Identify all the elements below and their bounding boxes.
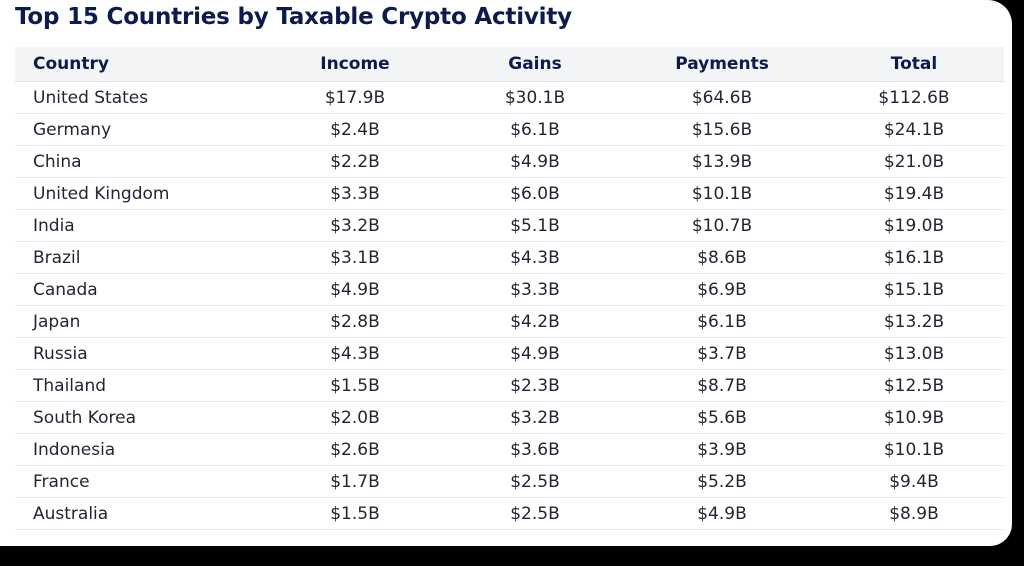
header-row: Country Income Gains Payments Total xyxy=(15,47,1004,82)
table: Country Income Gains Payments Total United St… xyxy=(15,47,1004,530)
value-cell: $4.3B xyxy=(330,343,380,364)
table-row: Canada $4.9B $3.3B $6.9B $15.1B xyxy=(15,274,1004,306)
value-cell: $13.2B xyxy=(883,311,945,332)
value-cell: $4.9B xyxy=(330,279,380,300)
value-cell: $8.7B xyxy=(697,375,747,396)
value-cell: $10.9B xyxy=(883,407,945,428)
country-cell: South Korea xyxy=(33,407,137,428)
table-row: Brazil $3.1B $4.3B $8.6B $16.1B xyxy=(15,242,1004,274)
country-cell: United States xyxy=(33,87,149,108)
value-cell: $6.1B xyxy=(697,311,747,332)
value-cell: $1.5B xyxy=(330,375,380,396)
value-cell: $5.1B xyxy=(510,215,560,236)
value-cell: $9.4B xyxy=(889,471,939,492)
value-cell: $6.9B xyxy=(697,279,747,300)
table-row: South Korea $2.0B $3.2B $5.6B $10.9B xyxy=(15,402,1004,434)
column-header: Gains xyxy=(508,54,562,74)
column-header: Total xyxy=(890,54,938,74)
value-cell: $30.1B xyxy=(504,87,566,108)
country-cell: Germany xyxy=(33,119,112,140)
value-cell: $5.2B xyxy=(697,471,747,492)
value-cell: $13.9B xyxy=(691,151,753,172)
value-cell: $112.6B xyxy=(878,87,950,108)
table-row: India $3.2B $5.1B $10.7B $19.0B xyxy=(15,210,1004,242)
country-cell: United Kingdom xyxy=(33,183,170,204)
table-row: Australia $1.5B $2.5B $4.9B $8.9B xyxy=(15,498,1004,530)
column-header: Income xyxy=(320,54,390,74)
table-row: Russia $4.3B $4.9B $3.7B $13.0B xyxy=(15,338,1004,370)
value-cell: $1.7B xyxy=(330,471,380,492)
value-cell: $12.5B xyxy=(883,375,945,396)
value-cell: $3.7B xyxy=(697,343,747,364)
card: Top 15 Countries by Taxable Crypto Activ… xyxy=(0,0,1012,546)
value-cell: $2.6B xyxy=(330,439,380,460)
value-cell: $21.0B xyxy=(883,151,945,172)
value-cell: $3.2B xyxy=(330,215,380,236)
value-cell: $3.2B xyxy=(510,407,560,428)
column-header: Payments xyxy=(675,54,769,74)
table-row: United States $17.9B $30.1B $64.6B $112.6B xyxy=(15,82,1004,114)
country-cell: Indonesia xyxy=(33,439,116,460)
value-cell: $2.5B xyxy=(510,471,560,492)
value-cell: $15.1B xyxy=(883,279,945,300)
value-cell: $10.1B xyxy=(883,439,945,460)
value-cell: $16.1B xyxy=(883,247,945,268)
value-cell: $6.1B xyxy=(510,119,560,140)
value-cell: $4.2B xyxy=(510,311,560,332)
table-row: France $1.7B $2.5B $5.2B $9.4B xyxy=(15,466,1004,498)
column-header: Country xyxy=(33,54,109,74)
value-cell: $17.9B xyxy=(324,87,386,108)
value-cell: $4.9B xyxy=(510,343,560,364)
value-cell: $4.9B xyxy=(697,503,747,524)
value-cell: $3.3B xyxy=(330,183,380,204)
country-cell: India xyxy=(33,215,75,236)
value-cell: $8.9B xyxy=(889,503,939,524)
country-cell: China xyxy=(33,151,82,172)
value-cell: $13.0B xyxy=(883,343,945,364)
country-cell: Thailand xyxy=(33,375,107,396)
value-cell: $4.3B xyxy=(510,247,560,268)
value-cell: $4.9B xyxy=(510,151,560,172)
value-cell: $64.6B xyxy=(691,87,753,108)
value-cell: $2.3B xyxy=(510,375,560,396)
value-cell: $5.6B xyxy=(697,407,747,428)
value-cell: $24.1B xyxy=(883,119,945,140)
country-cell: Brazil xyxy=(33,247,81,268)
table-row: Thailand $1.5B $2.3B $8.7B $12.5B xyxy=(15,370,1004,402)
country-cell: Russia xyxy=(33,343,88,364)
table-row: Indonesia $2.6B $3.6B $3.9B $10.1B xyxy=(15,434,1004,466)
country-cell: Japan xyxy=(33,311,81,332)
value-cell: $3.1B xyxy=(330,247,380,268)
value-cell: $2.0B xyxy=(330,407,380,428)
value-cell: $2.5B xyxy=(510,503,560,524)
value-cell: $6.0B xyxy=(510,183,560,204)
title: Top 15 Countries by Taxable Crypto Activ… xyxy=(15,4,572,30)
value-cell: $8.6B xyxy=(697,247,747,268)
country-cell: Australia xyxy=(33,503,109,524)
table-row: Japan $2.8B $4.2B $6.1B $13.2B xyxy=(15,306,1004,338)
table-row: United Kingdom $3.3B $6.0B $10.1B $19.4B xyxy=(15,178,1004,210)
value-cell: $3.9B xyxy=(697,439,747,460)
country-cell: Canada xyxy=(33,279,98,300)
value-cell: $2.8B xyxy=(330,311,380,332)
value-cell: $1.5B xyxy=(330,503,380,524)
value-cell: $19.0B xyxy=(883,215,945,236)
value-cell: $2.4B xyxy=(330,119,380,140)
table-row: Germany $2.4B $6.1B $15.6B $24.1B xyxy=(15,114,1004,146)
country-cell: France xyxy=(33,471,90,492)
value-cell: $3.3B xyxy=(510,279,560,300)
value-cell: $2.2B xyxy=(330,151,380,172)
value-cell: $10.7B xyxy=(691,215,753,236)
value-cell: $10.1B xyxy=(691,183,753,204)
value-cell: $19.4B xyxy=(883,183,945,204)
value-cell: $15.6B xyxy=(691,119,753,140)
table-row: China $2.2B $4.9B $13.9B $21.0B xyxy=(15,146,1004,178)
value-cell: $3.6B xyxy=(510,439,560,460)
